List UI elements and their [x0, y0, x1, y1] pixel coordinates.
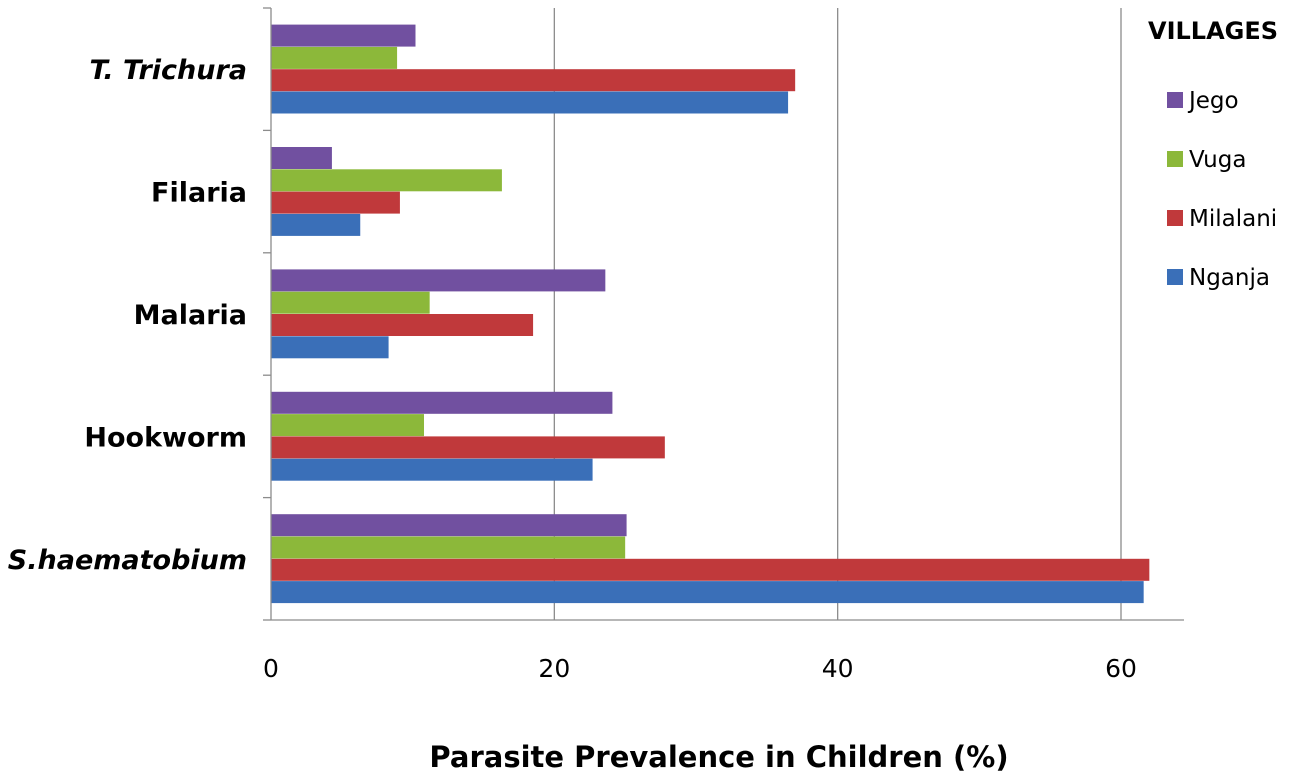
bar-hookworm-jego — [271, 391, 613, 414]
bar-hookworm-milalani — [271, 436, 665, 459]
legend-swatch-vuga — [1167, 151, 1183, 167]
legend-swatch-milalani — [1167, 210, 1183, 226]
x-axis-title: Parasite Prevalence in Children (%) — [429, 740, 1008, 774]
x-tick-labels: 0 20 40 60 — [263, 654, 1137, 683]
bar-malaria-vuga — [271, 291, 430, 314]
category-label-t-trichura: T. Trichura — [90, 55, 248, 86]
bar-s-haematobium-nganja — [271, 581, 1144, 604]
bar-filaria-jego — [271, 147, 332, 169]
x-tick-label-20: 20 — [538, 654, 570, 683]
category-labels: S.haematobium Hookworm Malaria Filaria T. Tr… — [8, 55, 247, 576]
bar-malaria-milalani — [271, 314, 534, 336]
bar-filaria-vuga — [271, 169, 502, 192]
x-tick-label-40: 40 — [822, 654, 854, 683]
bar-s-haematobium-milalani — [271, 558, 1150, 581]
legend-label-jego: Jego — [1187, 88, 1239, 114]
bar-t-trichura-vuga — [271, 46, 398, 69]
bars — [271, 24, 1150, 604]
legend-swatch-jego — [1167, 92, 1183, 108]
category-label-hookworm: Hookworm — [84, 422, 247, 453]
bar-t-trichura-jego — [271, 24, 416, 47]
bar-filaria-nganja — [271, 213, 361, 236]
bar-malaria-jego — [271, 269, 606, 292]
category-label-malaria: Malaria — [134, 300, 247, 331]
bar-t-trichura-milalani — [271, 69, 796, 92]
legend-title: VILLAGES — [1148, 17, 1278, 45]
bar-hookworm-nganja — [271, 458, 593, 481]
legend-label-nganja: Nganja — [1189, 265, 1270, 291]
bar-t-trichura-nganja — [271, 91, 789, 114]
x-tick-label-0: 0 — [263, 654, 279, 683]
legend: VILLAGES Jego Vuga Milalani Nganja — [1148, 17, 1278, 291]
bar-s-haematobium-jego — [271, 514, 627, 537]
category-label-s-haematobium: S.haematobium — [8, 545, 247, 576]
x-tick-label-60: 60 — [1105, 654, 1137, 683]
bar-s-haematobium-vuga — [271, 536, 626, 559]
axes — [263, 7, 1184, 621]
bar-malaria-nganja — [271, 336, 389, 359]
bar-hookworm-vuga — [271, 414, 424, 437]
legend-label-milalani: Milalani — [1189, 206, 1277, 232]
category-label-filaria: Filaria — [151, 178, 247, 209]
bar-filaria-milalani — [271, 191, 400, 214]
legend-label-vuga: Vuga — [1189, 147, 1246, 173]
legend-swatch-nganja — [1167, 269, 1183, 285]
